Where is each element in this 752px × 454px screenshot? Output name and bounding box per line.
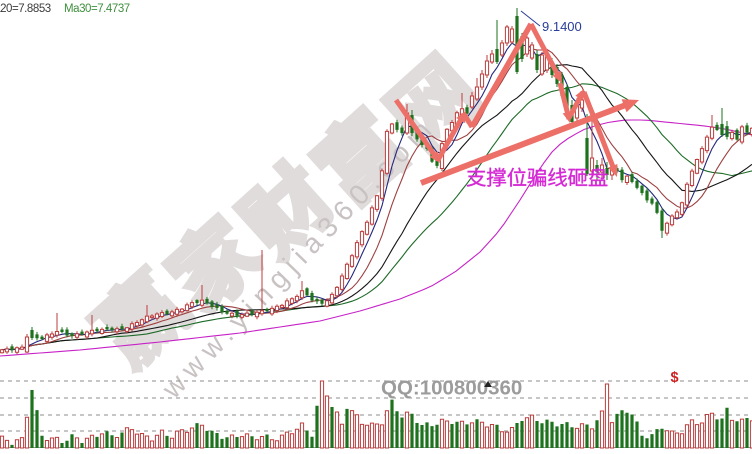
svg-text:Ma30=7.4737: Ma30=7.4737 xyxy=(64,3,130,15)
svg-text:QQ:100800360: QQ:100800360 xyxy=(381,377,522,400)
svg-text:9.1400: 9.1400 xyxy=(542,19,582,34)
svg-text:$: $ xyxy=(671,370,679,386)
svg-text:Ma20=7.8853: Ma20=7.8853 xyxy=(0,3,51,15)
